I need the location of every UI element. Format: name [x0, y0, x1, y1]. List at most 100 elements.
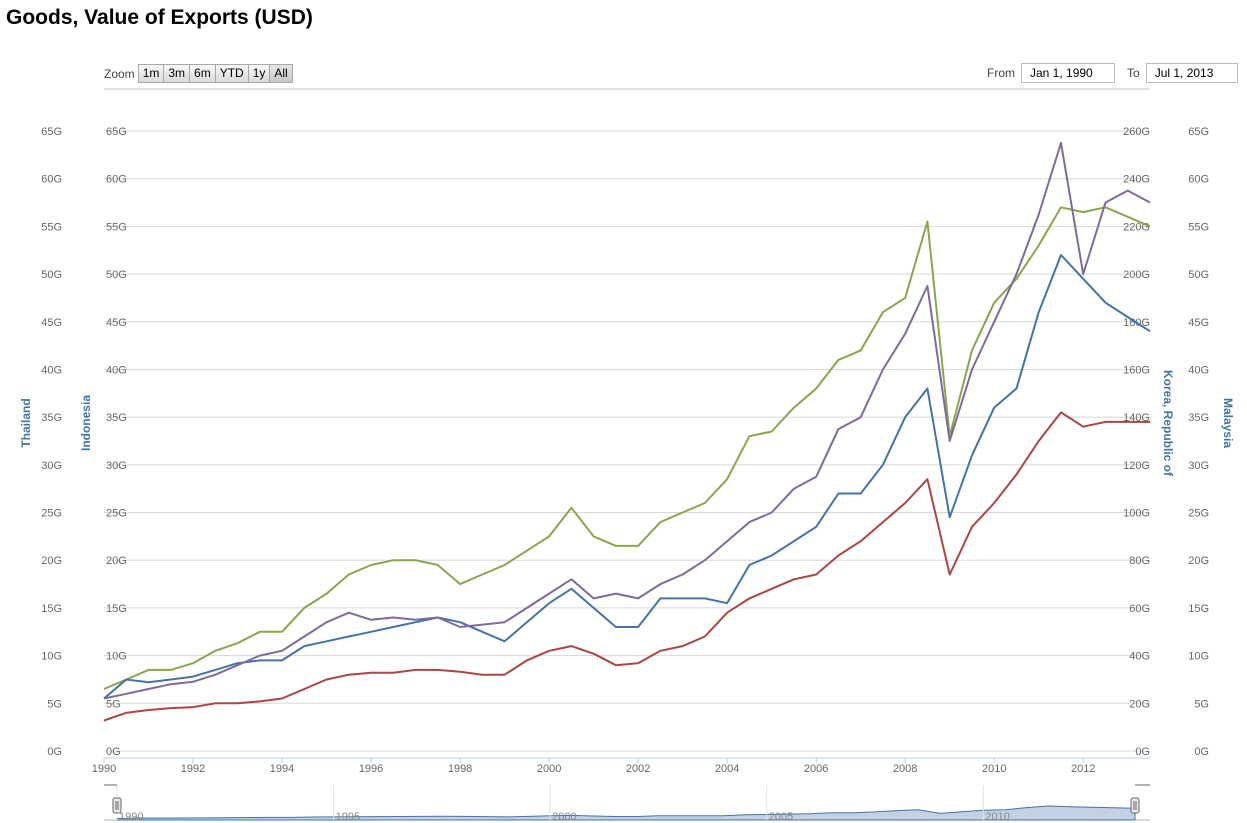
y-tick-label-thailand: 45G	[41, 317, 62, 329]
y-tick-label-korea: 40G	[1129, 651, 1150, 663]
x-tick-label: 2012	[1071, 763, 1095, 775]
y-tick-label-indonesia: 55G	[106, 221, 127, 233]
y-tick-label-thailand: 55G	[41, 221, 62, 233]
chart-title: Goods, Value of Exports (USD)	[6, 6, 313, 29]
navigator-tick-label: 1995	[336, 811, 360, 823]
y-tick-label-malaysia: 50G	[1188, 269, 1209, 281]
x-tick-label: 2010	[982, 763, 1006, 775]
y-tick-label-malaysia: 5G	[1194, 698, 1209, 710]
zoom-6m-button[interactable]: 6m	[189, 64, 216, 83]
y-tick-label-thailand: 20G	[41, 555, 62, 567]
y-tick-label-thailand: 35G	[41, 412, 62, 424]
series-line-korea	[103, 141, 1151, 700]
y-tick-label-indonesia: 45G	[106, 317, 127, 329]
y-tick-label-malaysia: 65G	[1188, 126, 1209, 138]
zoom-all-button[interactable]: All	[269, 64, 293, 83]
x-tick-label: 2006	[804, 763, 828, 775]
y-tick-label-indonesia: 20G	[106, 555, 127, 567]
y-tick-label-malaysia: 35G	[1188, 412, 1209, 424]
y-tick-label-thailand: 40G	[41, 364, 62, 376]
x-tick-label: 1998	[448, 763, 472, 775]
y-tick-label-korea: 240G	[1123, 174, 1150, 186]
y-tick-label-thailand: 5G	[47, 698, 62, 710]
range-from: From Jan 1, 1990	[987, 63, 1115, 83]
range-from-input[interactable]: Jan 1, 1990	[1021, 63, 1115, 83]
x-tick-label: 1992	[181, 763, 205, 775]
range-from-label: From	[987, 66, 1015, 80]
x-tick-label: 1990	[92, 763, 116, 775]
y-tick-label-malaysia: 20G	[1188, 555, 1209, 567]
axis-title-thailand: Thailand	[19, 398, 33, 447]
y-tick-label-malaysia: 55G	[1188, 221, 1209, 233]
y-tick-label-korea: 220G	[1123, 221, 1150, 233]
y-tick-label-korea: 20G	[1129, 698, 1150, 710]
zoom-label: Zoom	[104, 66, 135, 81]
y-tick-label-korea: 0G	[1135, 746, 1150, 758]
y-tick-label-thailand: 60G	[41, 174, 62, 186]
y-tick-label-indonesia: 60G	[106, 174, 127, 186]
y-tick-label-indonesia: 65G	[106, 126, 127, 138]
axis-title-korea: Korea, Republic of	[1161, 370, 1175, 477]
y-tick-label-malaysia: 30G	[1188, 460, 1209, 472]
axis-title-indonesia: Indonesia	[79, 395, 93, 451]
navigator-handle-right[interactable]	[1130, 797, 1140, 814]
y-tick-label-indonesia: 0G	[106, 746, 121, 758]
x-tick-label: 2008	[893, 763, 917, 775]
x-tick-label: 2002	[626, 763, 650, 775]
range-to-label: To	[1127, 66, 1140, 80]
y-tick-label-malaysia: 40G	[1188, 364, 1209, 376]
x-tick-label: 2004	[715, 763, 739, 775]
navigator-handle-left[interactable]	[112, 797, 122, 814]
y-tick-label-indonesia: 10G	[106, 651, 127, 663]
y-tick-label-korea: 140G	[1123, 412, 1150, 424]
y-tick-label-indonesia: 30G	[106, 460, 127, 472]
zoom-1m-button[interactable]: 1m	[137, 64, 165, 83]
y-tick-label-korea: 180G	[1123, 317, 1150, 329]
series-line-thailand	[103, 206, 1151, 690]
y-tick-label-korea: 60G	[1129, 603, 1150, 615]
navigator-tick-label: 2010	[985, 811, 1009, 823]
axes: 0G 5G 10G 15G 20G 25G 30G 35G 40G 45G 50G 55G 60G 65G…	[19, 126, 1235, 758]
series-group	[103, 141, 1151, 722]
y-tick-label-korea: 80G	[1129, 555, 1150, 567]
y-tick-label-thailand: 30G	[41, 460, 62, 472]
series-line-malaysia	[103, 411, 1150, 722]
y-tick-label-malaysia: 10G	[1188, 651, 1209, 663]
navigator: 1990 1995 2000 2005 2010	[104, 784, 1150, 823]
y-tick-label-korea: 160G	[1123, 364, 1150, 376]
y-tick-label-thailand: 15G	[41, 603, 62, 615]
y-tick-label-indonesia: 35G	[106, 412, 127, 424]
x-tick-label: 2000	[537, 763, 561, 775]
x-tick-label: 1996	[359, 763, 383, 775]
y-tick-label-malaysia: 0G	[1194, 746, 1209, 758]
y-tick-label-indonesia: 15G	[106, 603, 127, 615]
navigator-series	[116, 805, 1136, 821]
range-to: To Jul 1, 2013	[1127, 63, 1238, 83]
y-tick-label-thailand: 65G	[41, 126, 62, 138]
y-tick-label-korea: 260G	[1123, 126, 1150, 138]
y-tick-label-indonesia: 50G	[106, 269, 127, 281]
navigator-tick-label: 2000	[552, 811, 576, 823]
zoom-bar: Zoom 1m 3m 6m YTD 1y All	[104, 64, 293, 83]
y-tick-label-malaysia: 25G	[1188, 508, 1209, 520]
range-to-input[interactable]: Jul 1, 2013	[1145, 63, 1238, 83]
y-tick-label-thailand: 25G	[41, 508, 62, 520]
y-tick-label-indonesia: 25G	[106, 508, 127, 520]
zoom-ytd-button[interactable]: YTD	[214, 64, 249, 83]
zoom-3m-button[interactable]: 3m	[163, 64, 191, 83]
y-tick-label-korea: 200G	[1123, 269, 1150, 281]
y-tick-label-thailand: 0G	[47, 746, 62, 758]
navigator-tick-label: 1990	[119, 811, 143, 823]
y-tick-label-korea: 100G	[1123, 508, 1150, 520]
y-tick-label-malaysia: 60G	[1188, 174, 1209, 186]
y-tick-label-indonesia: 5G	[106, 698, 121, 710]
x-axis: 1990 1992 1994 1996 1998 2000 2002 2004 2006 2008…	[92, 757, 1150, 775]
zoom-1y-button[interactable]: 1y	[247, 64, 271, 83]
y-tick-label-thailand: 50G	[41, 269, 62, 281]
y-tick-label-korea: 120G	[1123, 460, 1150, 472]
y-tick-label-malaysia: 45G	[1188, 317, 1209, 329]
x-tick-label: 1994	[270, 763, 294, 775]
navigator-tick-label: 2005	[769, 811, 793, 823]
grid	[104, 130, 1150, 752]
